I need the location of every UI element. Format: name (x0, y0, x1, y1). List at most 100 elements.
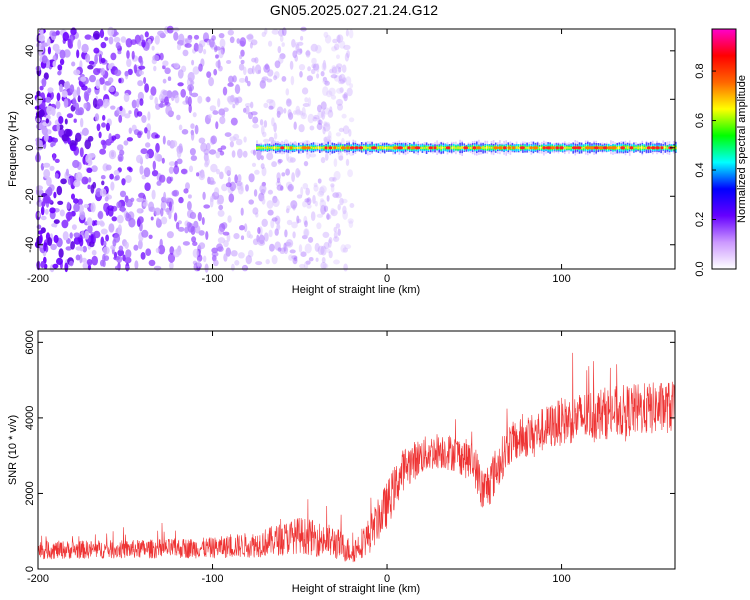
noise-blob (117, 153, 124, 162)
noise-blob (176, 114, 181, 121)
noise-blob (248, 111, 253, 120)
noise-blob (166, 25, 174, 34)
noise-blob (118, 114, 123, 123)
noise-blob (67, 38, 72, 49)
noise-blob (216, 168, 220, 175)
noise-blob (154, 35, 160, 45)
noise-blob (291, 39, 296, 48)
snr-x-label: Height of straight line (km) (292, 583, 420, 595)
noise-blob (293, 110, 297, 115)
noise-blob (313, 182, 318, 188)
noise-blob (108, 77, 114, 84)
noise-blob (50, 142, 54, 148)
noise-blob (317, 190, 325, 197)
noise-blob (47, 237, 53, 246)
noise-blob (43, 72, 49, 80)
noise-blob (271, 29, 279, 35)
noise-blob (239, 225, 245, 231)
noise-blob (107, 63, 113, 70)
noise-blob (315, 44, 322, 54)
noise-blob (300, 251, 307, 257)
noise-blob (310, 68, 316, 75)
noise-blob (100, 57, 106, 64)
y-tick-label: 20 (24, 93, 36, 105)
noise-blob (277, 158, 283, 164)
noise-blob (317, 178, 322, 184)
noise-blob (139, 59, 144, 66)
noise-blob (334, 75, 341, 82)
noise-blob (190, 92, 199, 98)
y-tick-label: 0 (24, 566, 36, 572)
noise-blob (187, 71, 195, 82)
noise-blob (46, 186, 53, 197)
noise-blob (227, 176, 231, 184)
signal-band-cell (268, 146, 271, 149)
noise-blob (192, 248, 199, 258)
noise-blob (123, 92, 130, 103)
colorbar-label: Normalized spectral amplitude (736, 75, 748, 223)
signal-band-cell (618, 146, 621, 149)
noise-blob (53, 137, 58, 143)
colorbar-tick-label: 0.4 (694, 162, 706, 177)
noise-blob (289, 157, 296, 163)
noise-blob (342, 210, 348, 220)
noise-blob (302, 201, 307, 208)
colorbar-frame (711, 28, 737, 270)
noise-blob (334, 43, 340, 51)
noise-blob (337, 228, 341, 236)
snr-x-ticks: -200 -100 0 100 (27, 331, 571, 585)
noise-blob (108, 36, 114, 45)
noise-blob (331, 66, 337, 76)
chart-title: GN05.2025.027.21.24.G12 (270, 2, 438, 18)
noise-blob (59, 209, 65, 217)
signal-peak (328, 146, 333, 150)
noise-blob (69, 84, 75, 94)
noise-blob (43, 195, 51, 204)
noise-blob (298, 63, 306, 71)
noise-blob (341, 64, 347, 73)
noise-blob (322, 231, 330, 238)
noise-blob (348, 129, 352, 137)
noise-blob (260, 163, 265, 170)
noise-blob (257, 227, 261, 234)
noise-blob (110, 135, 117, 141)
noise-blob (87, 225, 93, 234)
noise-blob (77, 198, 83, 206)
signal-peak (629, 146, 634, 150)
noise-blob (343, 263, 348, 272)
noise-blob (348, 220, 354, 228)
noise-blob (184, 43, 192, 48)
x-tick-label: -100 (202, 273, 224, 285)
signal-band-cell (490, 146, 493, 149)
noise-blob (339, 73, 346, 84)
noise-blob (287, 184, 294, 192)
noise-blob (214, 46, 221, 51)
x-tick-label: 0 (384, 573, 390, 585)
noise-blob (142, 201, 148, 207)
noise-blob (227, 215, 232, 223)
noise-blob (203, 48, 207, 55)
noise-blob (99, 148, 106, 155)
noise-blob (202, 191, 206, 200)
noise-blob (75, 171, 83, 182)
noise-blob (35, 139, 42, 148)
noise-blob (247, 67, 254, 75)
signal-band-cell (365, 146, 367, 150)
noise-blob (213, 259, 219, 267)
signal-band-cell (272, 146, 275, 149)
signal-peak (593, 146, 600, 150)
noise-blob (36, 224, 42, 230)
noise-blob (346, 50, 350, 59)
noise-blob (307, 113, 315, 124)
noise-blob (119, 190, 127, 198)
noise-blob (197, 260, 201, 268)
noise-blob (51, 107, 56, 117)
noise-blob (114, 69, 122, 77)
noise-blob (348, 117, 355, 123)
noise-blob (291, 255, 298, 260)
noise-blob (304, 97, 309, 103)
noise-blob (198, 242, 206, 250)
signal-peak (411, 146, 416, 150)
noise-blob (337, 103, 343, 111)
noise-blob (173, 165, 180, 175)
